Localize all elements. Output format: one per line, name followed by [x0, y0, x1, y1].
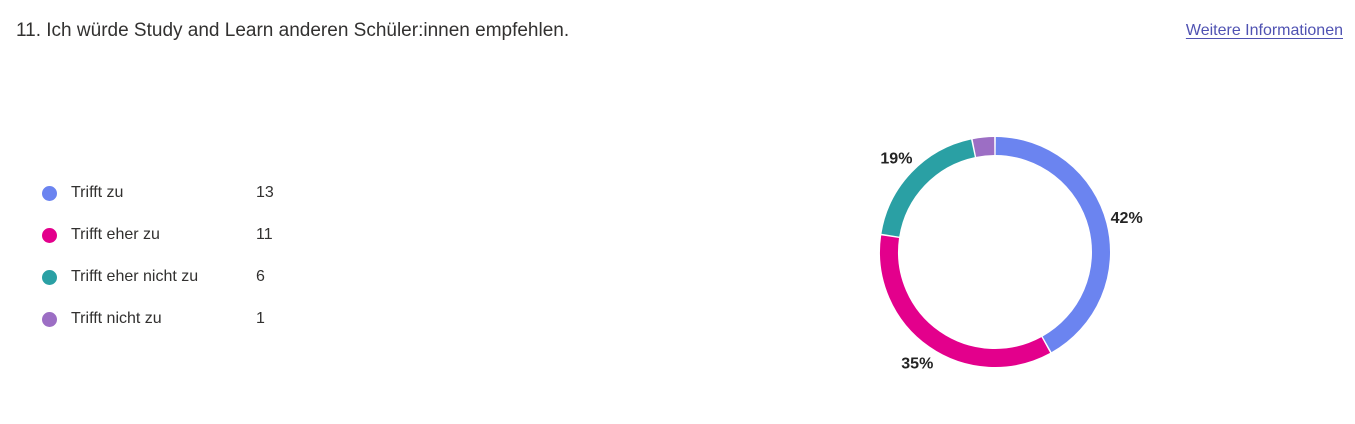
legend-count: 13 — [256, 184, 274, 201]
legend-label: Trifft nicht zu — [71, 310, 162, 327]
legend-label: Trifft eher zu — [71, 226, 160, 243]
more-info-link[interactable]: Weitere Informationen — [1185, 22, 1343, 39]
donut-chart-svg: 42% 35% 19% — [880, 137, 1143, 373]
donut-chart: 42% 35% 19% — [840, 110, 1180, 400]
slice-percent-label: 42% — [1111, 210, 1143, 227]
legend-dot — [42, 227, 57, 243]
legend-count: 6 — [256, 268, 265, 285]
legend-item: Trifft eher zu 11 — [42, 214, 362, 256]
legend-dot — [42, 269, 57, 285]
slice-percent-label: 19% — [880, 150, 912, 167]
legend-count: 11 — [256, 226, 273, 243]
legend-dot — [42, 185, 57, 201]
legend-item: Trifft nicht zu 1 — [42, 298, 362, 340]
legend-label: Trifft eher nicht zu — [71, 268, 199, 285]
question-title: 11. Ich würde Study and Learn anderen Sc… — [16, 20, 570, 41]
donut-slice-1 — [995, 137, 1110, 353]
legend-item: Trifft zu 13 — [42, 172, 362, 214]
legend-count: 1 — [256, 310, 265, 327]
donut-slice-4 — [972, 137, 995, 157]
legend-label: Trifft zu — [71, 184, 124, 201]
slice-percent-label: 35% — [901, 356, 933, 373]
legend-dot — [42, 311, 57, 327]
legend-item: Trifft eher nicht zu 6 — [42, 256, 362, 298]
donut-slice-2 — [880, 235, 1051, 367]
chart-legend: Trifft zu 13 Trifft eher zu 11 Trifft eh… — [42, 172, 362, 340]
donut-slice-3 — [881, 139, 976, 237]
